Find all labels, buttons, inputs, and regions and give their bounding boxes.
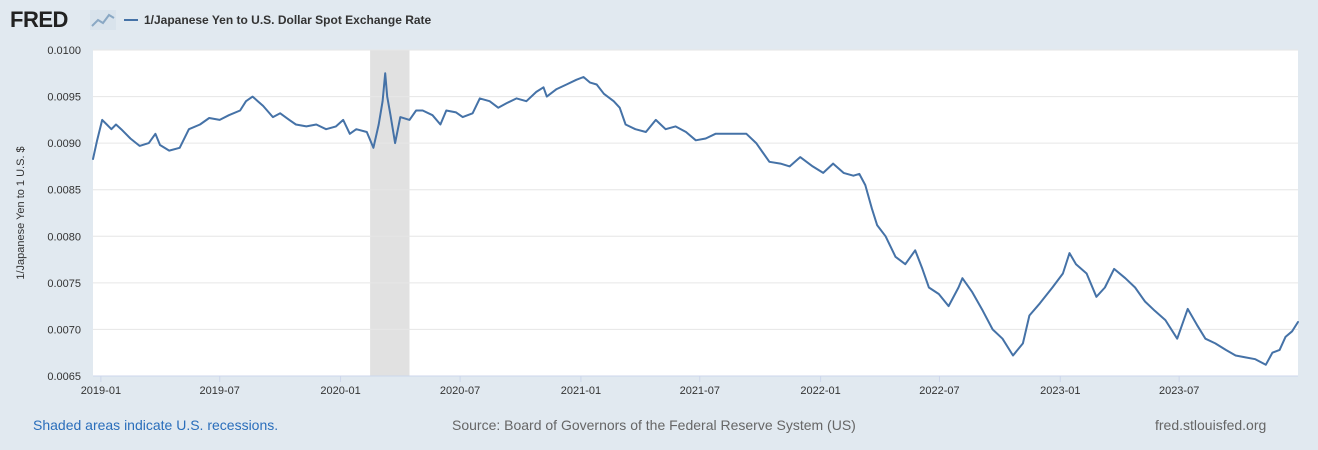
x-tick-label: 2020-07 [440,385,480,397]
y-tick-label: 0.0075 [47,278,81,290]
x-tick-label: 2019-07 [200,385,240,397]
recession-band [370,50,410,376]
y-tick-label: 0.0085 [47,185,81,197]
legend-label: 1/Japanese Yen to U.S. Dollar Spot Excha… [144,13,432,27]
chart-header: FRED 1/Japanese Yen to U.S. Dollar Spot … [0,0,1318,40]
y-tick-label: 0.0095 [47,92,81,104]
x-tick-label: 2023-07 [1159,385,1199,397]
plot-area [93,50,1298,376]
x-tick-label: 2020-01 [320,385,360,397]
series-line [92,72,1299,366]
legend-swatch [124,19,138,21]
line-chart-icon [90,10,116,30]
x-tick-label: 2021-07 [680,385,720,397]
x-tick-label: 2021-01 [561,385,601,397]
source-note: Source: Board of Governors of the Federa… [452,417,856,433]
recessions-note[interactable]: Shaded areas indicate U.S. recessions. [33,417,279,433]
fred-logo[interactable]: FRED [10,7,68,32]
site-link[interactable]: fred.stlouisfed.org [1155,417,1267,433]
x-tick-label: 2022-01 [800,385,840,397]
y-axis-label: 1/Japanese Yen to 1 U.S. $ [15,146,27,279]
line-chart[interactable]: 0.0065 0.0070 0.0075 0.0080 0.0085 0.0090 0.00… [0,0,1318,410]
x-tick-label: 2019-01 [81,385,121,397]
x-tick-label: 2022-07 [919,385,959,397]
y-tick-label: 0.0100 [47,45,81,57]
y-tick-label: 0.0065 [47,371,81,383]
y-tick-label: 0.0070 [47,324,81,336]
y-tick-label: 0.0080 [47,231,81,243]
y-tick-label: 0.0090 [47,138,81,150]
x-tick-label: 2023-01 [1040,385,1080,397]
